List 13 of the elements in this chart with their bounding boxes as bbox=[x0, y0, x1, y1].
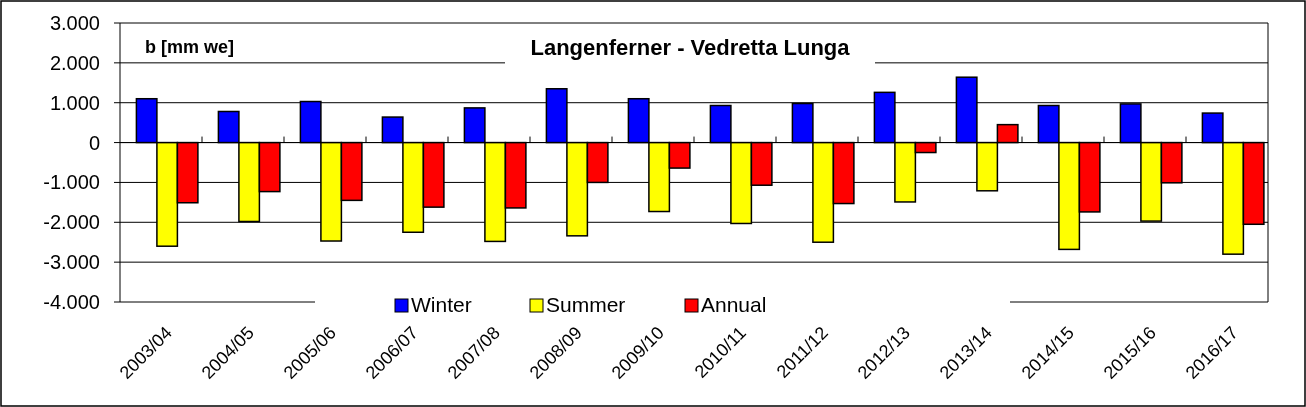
y-tick-label: 3.000 bbox=[49, 12, 100, 34]
y-tick-label: 1.000 bbox=[49, 91, 100, 114]
legend-label: Summer bbox=[546, 293, 626, 316]
y-tick-label: -1.000 bbox=[43, 171, 100, 194]
legend-label: Winter bbox=[411, 293, 472, 316]
y-tick-label: 2.000 bbox=[49, 51, 100, 74]
y-tick-label: -4.000 bbox=[43, 291, 100, 313]
y-tick-label: 0 bbox=[88, 131, 100, 154]
y-tick-label: -3.000 bbox=[43, 251, 100, 274]
legend-label: Annual bbox=[701, 293, 767, 316]
text: Langenferner - Vedretta Lunga bbox=[530, 35, 851, 60]
y-axis-title: b [mm we] bbox=[145, 37, 235, 57]
y-tick-label: -2.000 bbox=[43, 211, 100, 234]
